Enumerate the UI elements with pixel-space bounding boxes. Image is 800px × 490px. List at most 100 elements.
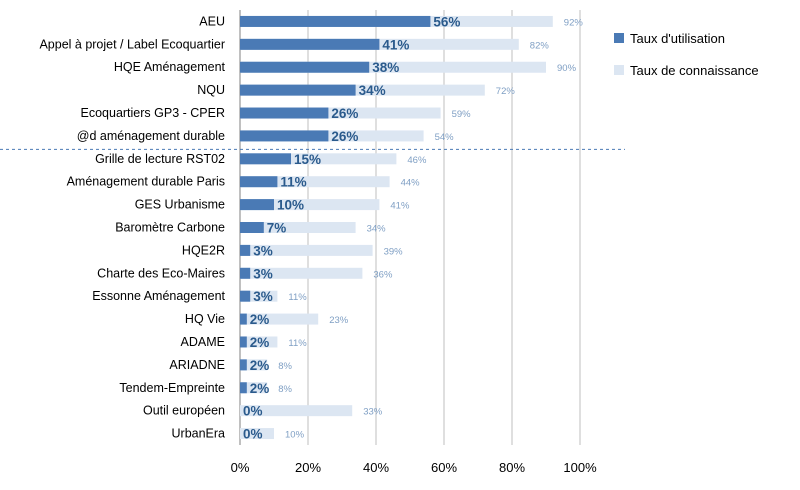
category-label: Charte des Eco-Maires — [97, 266, 225, 280]
category-label: ARIADNE — [169, 358, 225, 372]
category-label: Appel à projet / Label Ecoquartier — [39, 37, 225, 51]
awareness-data-label: 59% — [452, 109, 472, 120]
awareness-data-label: 11% — [288, 338, 307, 349]
category-label: HQE2R — [182, 243, 225, 257]
usage-bar — [240, 244, 251, 256]
awareness-data-label: 36% — [373, 269, 393, 280]
category-label: Outil européen — [143, 404, 225, 418]
usage-data-label: 3% — [253, 289, 273, 304]
legend: Taux d'utilisation Taux de connaissance — [614, 31, 759, 78]
category-label: HQ Vie — [185, 312, 225, 326]
x-tick-label: 40% — [363, 460, 389, 475]
awareness-data-label: 92% — [564, 17, 584, 28]
awareness-bar — [240, 222, 356, 233]
category-label: HQE Aménagement — [114, 60, 226, 74]
usage-bar — [240, 267, 251, 279]
category-label: ADAME — [181, 335, 225, 349]
usage-bar — [240, 61, 370, 73]
legend-swatch — [614, 65, 624, 75]
awareness-data-label: 82% — [530, 40, 550, 51]
category-label: Aménagement durable Paris — [67, 175, 225, 189]
usage-data-label: 11% — [280, 175, 306, 190]
legend-label: Taux d'utilisation — [630, 31, 725, 46]
awareness-bar — [240, 61, 546, 73]
awareness-data-label: 11% — [288, 292, 307, 303]
usage-data-label: 56% — [433, 14, 460, 29]
legend-label: Taux de connaissance — [630, 63, 759, 78]
x-axis-tick-labels: 0% 20% 40% 60% 80% 100% — [231, 460, 597, 475]
usage-bar — [240, 290, 251, 302]
awareness-bar — [240, 130, 424, 142]
usage-bar — [240, 84, 356, 96]
category-label: NQU — [197, 83, 225, 97]
usage-bar — [240, 313, 247, 325]
awareness-data-labels: 92% 82% 90% 72% 59% 54% 46% 44% 41% 34% 39% 36% 11% 2… — [278, 17, 583, 440]
usage-bar — [240, 15, 431, 27]
category-labels: AEU Appel à projet / Label Ecoquartier HQE… — [39, 14, 225, 440]
usage-data-label: 15% — [294, 152, 321, 167]
usage-data-label: 2% — [250, 381, 270, 396]
gridlines — [0, 10, 625, 445]
awareness-bar — [240, 176, 390, 188]
awareness-bar — [240, 405, 353, 417]
awareness-bar — [240, 428, 274, 440]
awareness-data-label: 8% — [278, 361, 292, 372]
usage-data-labels: 56%41%38%34%26%26%15%11%10%7%3%3%3%2%2%2… — [243, 14, 460, 441]
usage-data-label: 10% — [277, 198, 304, 213]
usage-data-label: 2% — [250, 358, 270, 373]
awareness-bar — [240, 107, 441, 119]
awareness-data-label: 8% — [278, 384, 292, 395]
usage-data-label: 41% — [382, 37, 409, 52]
usage-data-label: 38% — [372, 60, 399, 75]
legend-swatch — [614, 33, 624, 43]
category-label: Baromètre Carbone — [115, 221, 225, 235]
usage-bar — [240, 359, 247, 371]
usage-bar — [240, 38, 380, 50]
usage-data-label: 0% — [243, 427, 263, 442]
awareness-bar — [240, 336, 278, 348]
awareness-data-label: 39% — [384, 246, 404, 257]
usage-bar — [240, 176, 278, 188]
usage-data-label: 26% — [331, 106, 358, 121]
awareness-bar — [240, 382, 268, 394]
usage-data-label: 7% — [267, 221, 287, 236]
awareness-data-label: 34% — [367, 224, 387, 235]
usage-bar — [240, 199, 274, 211]
awareness-data-label: 54% — [435, 132, 455, 143]
usage-bar — [240, 382, 247, 394]
category-label: AEU — [199, 14, 225, 28]
category-label: Ecoquartiers GP3 - CPER — [81, 106, 226, 120]
category-label: GES Urbanisme — [135, 198, 225, 212]
usage-data-label: 34% — [359, 83, 386, 98]
awareness-data-label: 90% — [557, 63, 577, 74]
category-label: UrbanEra — [172, 427, 226, 441]
usage-bar — [240, 336, 247, 348]
usage-bar — [240, 222, 264, 233]
usage-bar — [240, 107, 329, 119]
awareness-bar — [240, 267, 363, 279]
awareness-data-label: 46% — [407, 155, 427, 166]
usage-data-label: 2% — [250, 335, 270, 350]
category-label: Tendem-Empreinte — [119, 381, 225, 395]
usage-data-label: 0% — [243, 404, 263, 419]
usage-bar — [240, 153, 291, 165]
awareness-bar — [240, 244, 373, 256]
x-tick-label: 80% — [499, 460, 525, 475]
usage-data-label: 2% — [250, 312, 270, 327]
awareness-bar — [240, 153, 397, 165]
usage-data-label: 3% — [253, 243, 273, 258]
awareness-data-label: 44% — [401, 178, 421, 189]
category-label: Grille de lecture RST02 — [95, 152, 225, 166]
x-tick-label: 0% — [231, 460, 250, 475]
awareness-bar — [240, 199, 380, 211]
awareness-bar — [240, 290, 278, 302]
category-label: Essonne Aménagement — [92, 289, 225, 303]
x-tick-label: 100% — [563, 460, 597, 475]
x-tick-label: 60% — [431, 460, 457, 475]
x-tick-label: 20% — [295, 460, 321, 475]
awareness-data-label: 10% — [285, 430, 305, 441]
awareness-data-label: 41% — [390, 201, 410, 212]
category-label: @d aménagement durable — [77, 129, 225, 143]
awareness-data-label: 23% — [329, 315, 349, 326]
